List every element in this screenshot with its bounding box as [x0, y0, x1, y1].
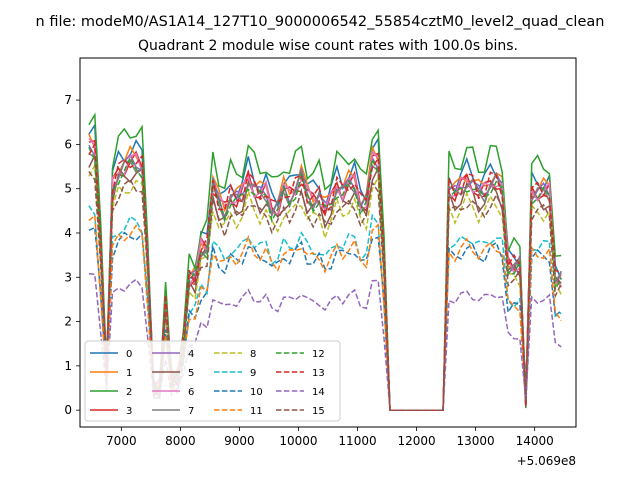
y-tick-label: 0 [64, 403, 72, 417]
y-tick-label: 3 [64, 270, 72, 284]
x-tick-label: 8000 [165, 434, 196, 448]
y-tick-label: 7 [64, 93, 72, 107]
y-tick-label: 1 [64, 359, 72, 373]
legend-label-7: 7 [188, 406, 194, 417]
legend-label-14: 14 [312, 387, 325, 398]
x-tick-label: 13000 [457, 434, 495, 448]
legend-label-8: 8 [250, 349, 256, 360]
chart-title: Quadrant 2 module wise count rates with … [138, 38, 518, 54]
legend-label-15: 15 [312, 406, 325, 417]
plot-frame [79, 57, 577, 428]
legend-box [84, 340, 341, 422]
y-tick-label: 4 [64, 226, 72, 240]
legend-label-11: 11 [250, 406, 263, 417]
x-tick-label: 10000 [279, 434, 317, 448]
y-tick-label: 6 [64, 137, 72, 151]
y-tick-label: 2 [64, 315, 72, 329]
x-offset-label: +5.069e8 [517, 454, 576, 468]
x-tick-label: 9000 [224, 434, 255, 448]
legend-label-4: 4 [188, 349, 194, 360]
legend-label-5: 5 [188, 368, 194, 379]
axis-layer: 7000 8000 9000 10000 11000 12000 13000 14000012… [64, 93, 553, 448]
legend-label-10: 10 [250, 387, 263, 398]
legend-label-2: 2 [126, 387, 132, 398]
x-tick-label: 12000 [397, 434, 435, 448]
series-line-15 [88, 171, 562, 411]
legend-label-3: 3 [126, 406, 132, 417]
x-tick-label: 11000 [338, 434, 376, 448]
legend-label-1: 1 [126, 368, 132, 379]
legend-label-6: 6 [188, 387, 194, 398]
legend-label-13: 13 [312, 368, 325, 379]
figure-suptitle: n file: modeM0/AS1A14_127T10_9000006542_… [36, 14, 605, 30]
series-line-13 [88, 141, 562, 411]
y-tick-label: 5 [64, 182, 72, 196]
legend-label-9: 9 [250, 368, 256, 379]
legend-label-0: 0 [126, 349, 132, 360]
x-tick-label: 7000 [106, 434, 137, 448]
x-tick-label: 14000 [516, 434, 554, 448]
legend-label-12: 12 [312, 349, 325, 360]
